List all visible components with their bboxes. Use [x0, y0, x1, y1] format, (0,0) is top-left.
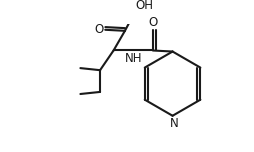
Text: OH: OH	[135, 0, 153, 12]
Text: NH: NH	[124, 52, 142, 65]
Text: O: O	[94, 23, 104, 36]
Text: O: O	[148, 16, 157, 29]
Text: N: N	[170, 117, 179, 130]
